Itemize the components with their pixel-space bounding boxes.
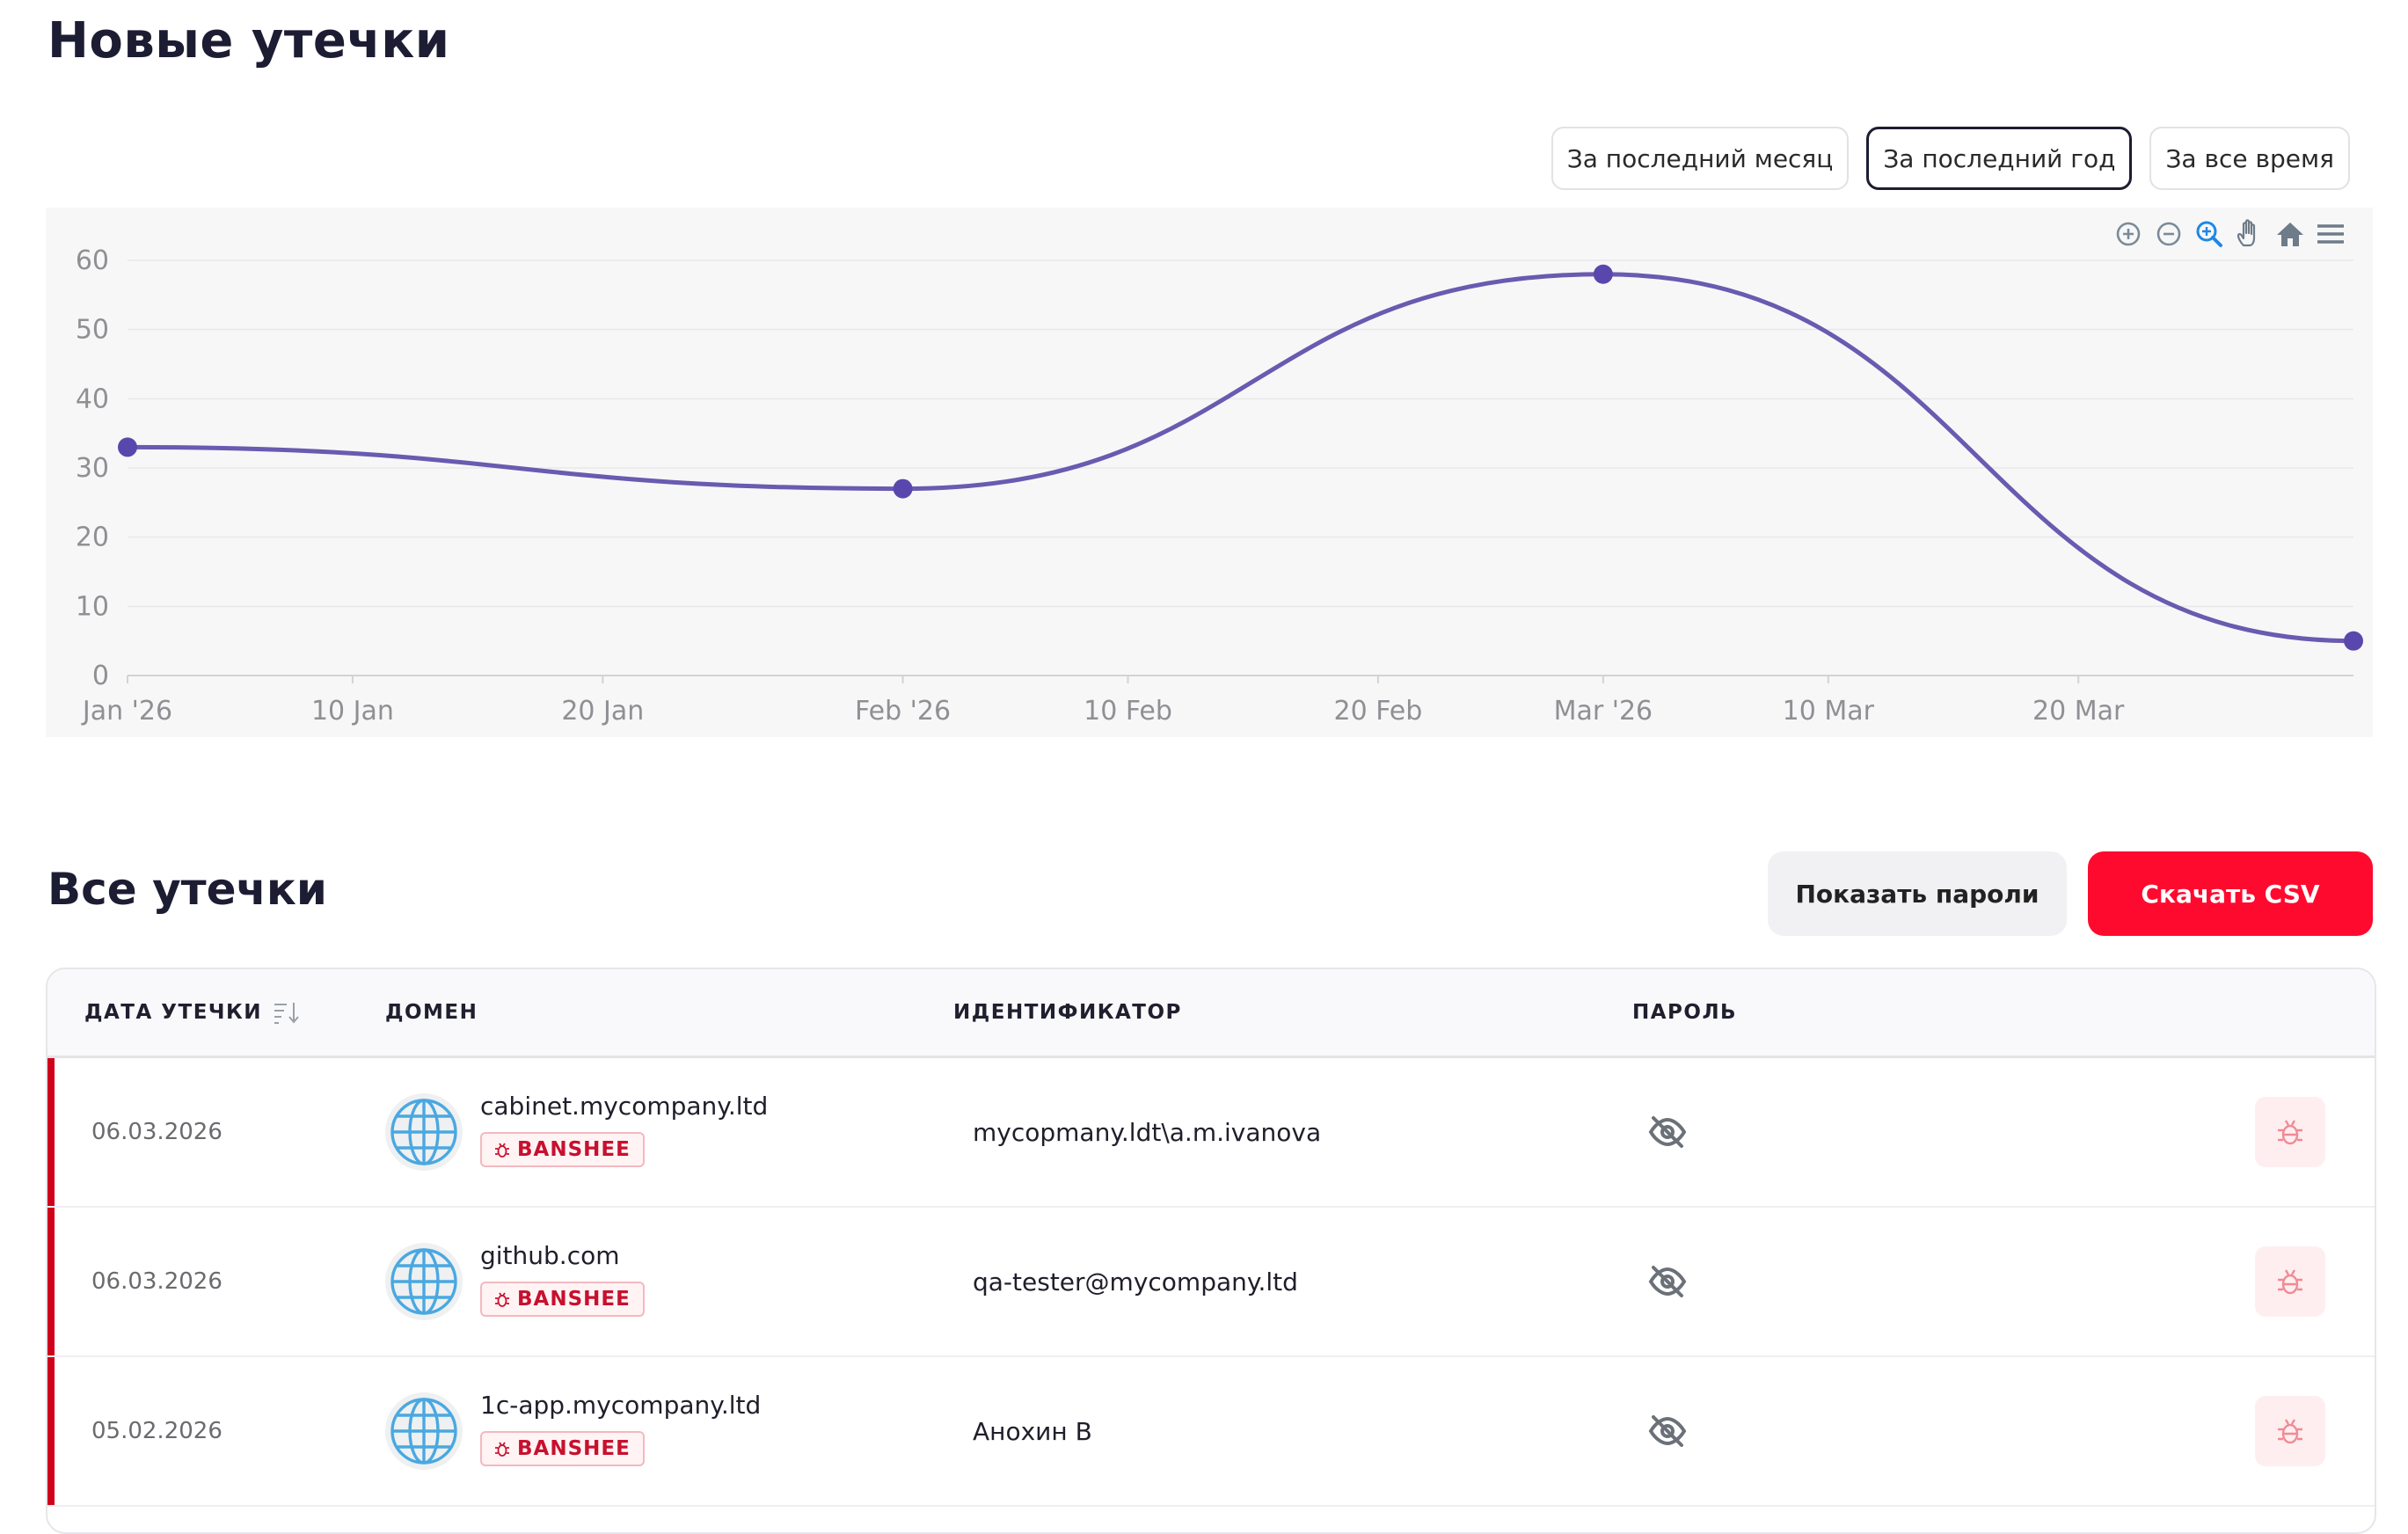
tab-last-year[interactable]: За последний год (1866, 127, 2133, 190)
eye-off-icon[interactable] (1648, 1262, 1687, 1301)
column-header-domain: ДОМЕН (385, 1001, 478, 1024)
show-passwords-button[interactable]: Показать пароли (1768, 851, 2067, 936)
leak-date: 05.02.2026 (91, 1418, 223, 1444)
zoom-out-icon[interactable] (2153, 216, 2185, 252)
bug-icon (2278, 1419, 2302, 1444)
bug-icon (495, 1292, 509, 1307)
tab-last-month[interactable]: За последний месяц (1551, 127, 1850, 190)
y-tick-label: 10 (76, 591, 109, 622)
page-title: Новые утечки (47, 12, 450, 69)
badge-label: BANSHEE (517, 1288, 631, 1311)
leaks-table: ДАТА УТЕЧКИ ДОМЕН ИДЕНТИФИКАТОР ПАРОЛЬ 0… (46, 968, 2376, 1534)
sort-icon[interactable] (273, 1000, 299, 1025)
menu-icon[interactable] (2315, 216, 2346, 252)
malware-badge: BANSHEE (480, 1132, 645, 1167)
all-leaks-title: Все утечки (47, 864, 327, 915)
identifier: Анохин В (973, 1416, 1092, 1446)
globe-icon (385, 1243, 463, 1320)
report-bug-button[interactable] (2255, 1396, 2325, 1466)
reset-home-icon[interactable] (2274, 216, 2306, 252)
x-tick-label: 10 Feb (1084, 696, 1172, 727)
bug-icon (495, 1143, 509, 1158)
chart-canvas: 0 10 20 30 40 50 60 Jan '26 10 Jan 20 Jan Feb '26 1… (76, 245, 2363, 727)
data-point (1593, 264, 1613, 284)
eye-off-icon[interactable] (1648, 1113, 1687, 1151)
selection-zoom-icon[interactable] (2193, 216, 2225, 252)
report-bug-button[interactable] (2255, 1246, 2325, 1317)
y-tick-label: 60 (76, 245, 109, 276)
y-tick-label: 40 (76, 384, 109, 414)
badge-label: BANSHEE (517, 1437, 631, 1460)
x-tick-label: 10 Mar (1783, 696, 1875, 727)
domain-name: cabinet.mycompany.ltd (480, 1092, 769, 1121)
globe-icon (385, 1392, 463, 1470)
table-row[interactable]: 05.02.2026 1c-app.mycompany.ltd BANSHEE … (47, 1357, 2375, 1507)
column-header-password: ПАРОЛЬ (1632, 1001, 1738, 1024)
chart-toolbar (2112, 216, 2346, 252)
malware-badge: BANSHEE (480, 1431, 645, 1466)
x-tick-label: Feb '26 (855, 696, 951, 727)
y-tick-label: 50 (76, 315, 109, 346)
series-line (127, 272, 2354, 644)
column-header-date-label: ДАТА УТЕЧКИ (84, 1001, 263, 1024)
table-header: ДАТА УТЕЧКИ ДОМЕН ИДЕНТИФИКАТОР ПАРОЛЬ (47, 969, 2375, 1058)
data-point (2344, 631, 2363, 651)
tab-all-time[interactable]: За все время (2149, 127, 2350, 190)
domain-name: github.com (480, 1241, 620, 1270)
report-bug-button[interactable] (2255, 1097, 2325, 1167)
badge-label: BANSHEE (517, 1138, 631, 1161)
x-tick-label: 10 Jan (311, 696, 394, 727)
data-point (893, 478, 913, 499)
x-tick-label: Jan '26 (81, 696, 172, 727)
leak-date: 06.03.2026 (91, 1268, 223, 1295)
leaks-chart: 0 10 20 30 40 50 60 Jan '26 10 Jan 20 Jan Feb '26 1… (46, 208, 2373, 737)
table-row[interactable]: 06.03.2026 cabinet.mycompany.ltd BANSHEE… (47, 1058, 2375, 1208)
x-tick-label: 20 Feb (1333, 696, 1422, 727)
period-tabs: За последний месяц За последний год За в… (1551, 127, 2350, 190)
column-header-date[interactable]: ДАТА УТЕЧКИ (84, 969, 299, 1056)
globe-icon (385, 1093, 463, 1171)
zoom-in-icon[interactable] (2112, 216, 2144, 252)
pan-hand-icon[interactable] (2234, 216, 2266, 252)
identifier: mycopmany.ldt\a.m.ivanova (973, 1117, 1322, 1147)
table-row[interactable]: 06.03.2026 github.com BANSHEE qa-tester@… (47, 1208, 2375, 1357)
bug-icon (495, 1442, 509, 1457)
y-tick-label: 20 (76, 522, 109, 553)
malware-badge: BANSHEE (480, 1282, 645, 1317)
y-tick-label: 0 (92, 661, 109, 691)
x-tick-label: 20 Jan (561, 696, 644, 727)
x-tick-label: 20 Mar (2032, 696, 2125, 727)
x-tick-label: Mar '26 (1554, 696, 1653, 727)
eye-off-icon[interactable] (1648, 1412, 1687, 1450)
bug-icon (2278, 1269, 2302, 1295)
y-tick-label: 30 (76, 453, 109, 484)
download-csv-button[interactable]: Скачать CSV (2088, 851, 2373, 936)
domain-name: 1c-app.mycompany.ltd (480, 1391, 762, 1420)
leak-date: 06.03.2026 (91, 1119, 223, 1145)
data-point (118, 437, 137, 457)
bug-icon (2278, 1120, 2302, 1145)
identifier: qa-tester@mycompany.ltd (973, 1267, 1298, 1297)
column-header-identifier: ИДЕНТИФИКАТОР (953, 1001, 1182, 1024)
